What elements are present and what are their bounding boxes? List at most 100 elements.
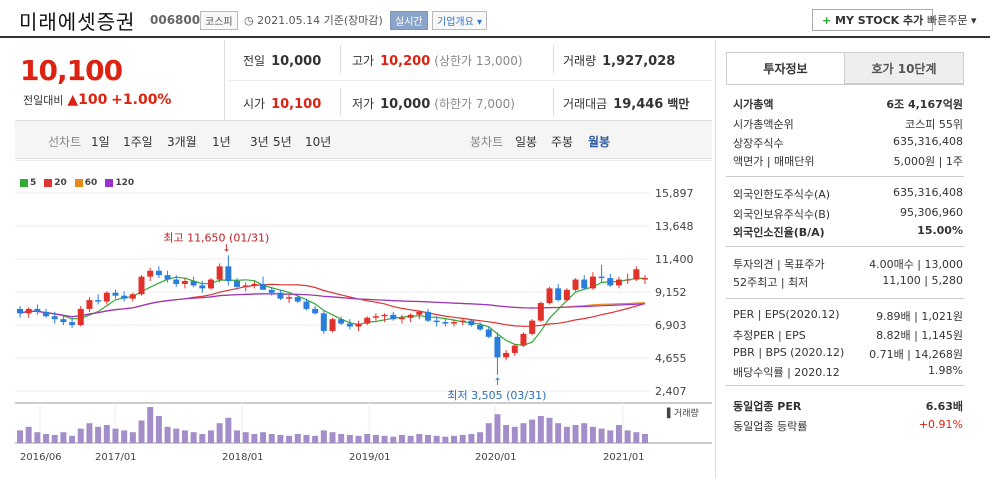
candle-body bbox=[555, 288, 562, 301]
volume-bar bbox=[34, 432, 41, 443]
legend-swatch bbox=[105, 178, 114, 187]
date-text: 2021.05.14 기준(장마감) bbox=[257, 14, 383, 27]
x-tick-label: 2021/01 bbox=[603, 452, 645, 463]
invest-row-label: 시가총액 bbox=[733, 98, 774, 111]
price-change: 전일대비 ▲100 +1.00% bbox=[23, 92, 171, 108]
stat-4: 저가 10,000 (하한가 7,000) bbox=[352, 95, 515, 112]
candle-body bbox=[17, 308, 23, 314]
volume-bar bbox=[277, 434, 284, 443]
candle-body bbox=[294, 297, 301, 302]
volume-bar bbox=[260, 432, 267, 443]
price-box: 10,100 전일대비 ▲100 +1.00% bbox=[15, 40, 225, 120]
invest-row-value: 635,316,408 bbox=[893, 135, 963, 148]
invest-row-value: 4.00매수 | 13,000 bbox=[869, 258, 963, 271]
volume-bar bbox=[381, 435, 388, 443]
candle-body bbox=[503, 352, 510, 358]
period-3개월[interactable]: 3개월 bbox=[167, 135, 197, 149]
volume-bar bbox=[234, 430, 241, 443]
legend-label: 20 bbox=[54, 178, 67, 188]
realtime-button[interactable]: 실시간 bbox=[390, 11, 428, 30]
candle-body bbox=[207, 279, 214, 289]
current-price: 10,100 bbox=[20, 54, 123, 87]
change-label: 전일대비 bbox=[23, 94, 64, 107]
stat-value: 19,446 bbox=[613, 97, 664, 112]
annotation-high-arrow: ↓ bbox=[222, 243, 230, 254]
volume-bar bbox=[424, 434, 431, 443]
period-10년[interactable]: 10년 bbox=[305, 135, 332, 149]
invest-row-value: 코스피 55위 bbox=[905, 118, 963, 131]
stat-value: 10,200 bbox=[380, 54, 431, 69]
period-3년[interactable]: 3년 bbox=[250, 135, 269, 149]
x-tick-label: 2020/01 bbox=[475, 452, 517, 463]
candle-body bbox=[433, 320, 440, 323]
candle-body bbox=[633, 269, 640, 280]
volume-bar bbox=[286, 435, 293, 443]
candle-body bbox=[260, 283, 267, 290]
tab-invest-info[interactable]: 투자정보 bbox=[726, 52, 845, 84]
candle-body bbox=[216, 266, 223, 280]
period-1주일[interactable]: 1주일 bbox=[123, 135, 153, 149]
invest-row-value: 6조 4,167억원 bbox=[886, 98, 963, 111]
candle-body bbox=[312, 308, 319, 314]
volume-bar bbox=[555, 423, 562, 443]
candle-body bbox=[589, 276, 596, 289]
candle-body bbox=[181, 281, 188, 284]
volume-bar bbox=[355, 435, 362, 443]
candle-body bbox=[346, 323, 353, 327]
divider bbox=[228, 80, 712, 81]
volume-bar bbox=[129, 432, 136, 443]
stock-header: 미래에셋증권 006800 코스피 ◷ 2021.05.14 기준(장마감) 실… bbox=[0, 0, 990, 38]
stat-label: 시가 bbox=[243, 97, 266, 111]
candle-body bbox=[485, 329, 492, 337]
candle-body bbox=[277, 292, 284, 299]
volume-bar bbox=[329, 432, 336, 443]
volume-bar bbox=[95, 426, 102, 443]
market-badge: 코스피 bbox=[200, 11, 238, 30]
invest-row-label: 52주최고 | 최저 bbox=[733, 276, 809, 289]
period-1일[interactable]: 1일 bbox=[91, 135, 110, 149]
annotation-high: 최고 11,650 (01/31) bbox=[163, 231, 269, 244]
period-5년[interactable]: 5년 bbox=[273, 135, 292, 149]
candle-body bbox=[34, 308, 41, 312]
quick-order-link[interactable]: 빠른주문 ▾ bbox=[927, 12, 977, 28]
volume-bar bbox=[103, 425, 110, 443]
chevron-down-icon: ▾ bbox=[473, 17, 483, 28]
stat-value: 10,000 bbox=[380, 97, 431, 112]
stat-label: 고가 bbox=[352, 54, 375, 68]
volume-bar bbox=[303, 434, 310, 443]
candle-주봉[interactable]: 주봉 bbox=[551, 135, 574, 149]
candle-chart-label: 봉차트 bbox=[470, 135, 504, 149]
candle-body bbox=[86, 300, 93, 309]
candle-월봉[interactable]: 월봉 bbox=[588, 135, 611, 149]
tab-order-book[interactable]: 호가 10단계 bbox=[844, 52, 964, 84]
candle-body bbox=[138, 276, 145, 295]
candle-일봉[interactable]: 일봉 bbox=[515, 135, 538, 149]
volume-bar bbox=[51, 434, 58, 443]
stat-label: 거래량 bbox=[563, 54, 597, 68]
line-chart-label: 선차트 bbox=[48, 135, 82, 149]
stat-sub: (상한가 13,000) bbox=[434, 54, 523, 68]
candle-body bbox=[251, 283, 258, 286]
tab-divider bbox=[726, 84, 964, 85]
volume-bar bbox=[372, 434, 379, 443]
volume-bar bbox=[312, 435, 319, 443]
candle-body bbox=[242, 285, 249, 287]
ma5-line bbox=[19, 276, 645, 346]
divider bbox=[726, 246, 964, 247]
volume-bar bbox=[17, 430, 23, 443]
date-label: ◷ 2021.05.14 기준(장마감) bbox=[244, 12, 383, 28]
my-stock-add-button[interactable]: + MY STOCK 추가 bbox=[812, 9, 934, 31]
volume-bar bbox=[442, 436, 449, 443]
volume-bar bbox=[477, 432, 484, 443]
period-1년[interactable]: 1년 bbox=[212, 135, 231, 149]
candle-body bbox=[364, 317, 371, 324]
invest-row-value: 11,100 | 5,280 bbox=[882, 274, 963, 287]
candle-body bbox=[572, 279, 579, 290]
candle-body bbox=[164, 275, 171, 280]
legend-swatch bbox=[44, 178, 53, 187]
candle-body bbox=[607, 278, 614, 286]
divider bbox=[340, 45, 341, 73]
company-info-dropdown[interactable]: 기업개요 ▾ bbox=[432, 11, 488, 30]
legend-ma20: 20 bbox=[44, 178, 67, 188]
invest-row-label: 액면가 | 매매단위 bbox=[733, 155, 815, 168]
